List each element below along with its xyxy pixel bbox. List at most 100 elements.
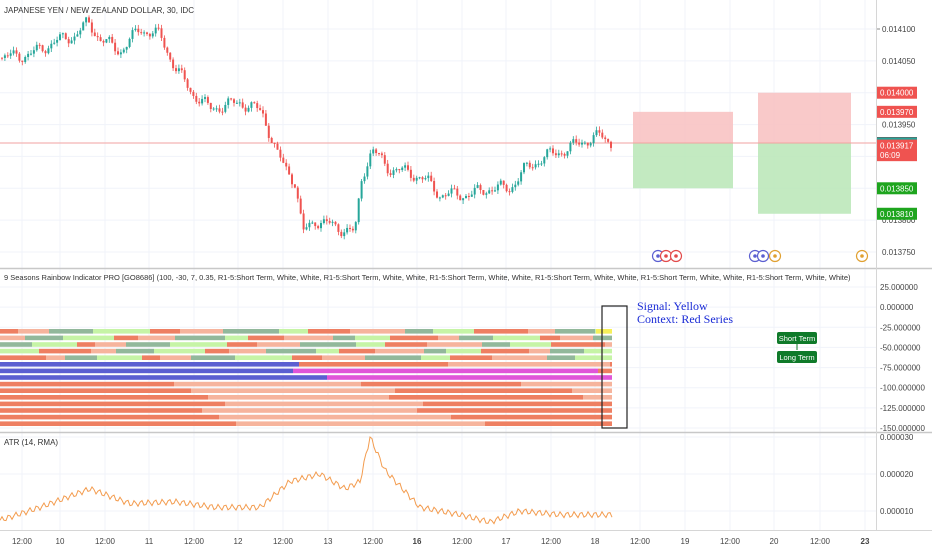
price-pane[interactable]: JAPANESE YEN / NEW ZEALAND DOLLAR, 30, I… [0,6,876,263]
candle-body [131,30,134,39]
indicator-tick-label: -150.000000 [880,424,925,433]
candle-body [70,40,73,44]
rainbow-segment [160,355,191,360]
rainbow-segment [18,329,49,334]
candle-body [479,185,482,190]
rainbow-segment [46,355,65,360]
candle-body [494,190,496,192]
time-tick-label: 20 [770,537,779,546]
candle-body [459,195,462,201]
candle-body [441,195,444,198]
candle-body [160,28,163,38]
rainbow-segment [205,348,229,354]
rainbow-segment [0,414,219,420]
candle-body [192,91,195,96]
candle-body [177,68,180,72]
rainbow-segment [550,348,584,354]
candle-body [264,113,267,126]
atr-pane[interactable]: ATR (14, RMA) [0,436,613,525]
candlestick-series [1,15,612,240]
time-tick-label: 18 [591,537,600,546]
event-dot [773,254,777,258]
indicator-tick-label: -75.000000 [880,364,921,373]
rainbow-segment [333,335,355,341]
candle-body [369,153,372,167]
candle-body [206,97,209,103]
rainbow-segment [150,329,180,334]
time-tick-label: 17 [502,537,511,546]
candle-body [250,102,253,108]
take-profit-zone [633,143,733,189]
candle-body [296,187,299,199]
rainbow-segment [575,355,612,360]
atr-tick-label: 0.000020 [880,470,914,479]
candle-body [491,190,494,192]
candle-body [76,34,79,37]
rainbow-segment [459,335,493,341]
candle-body [146,32,148,34]
candle-body [12,50,15,54]
candle-body [308,222,311,228]
candle-body [253,102,256,104]
candle-body [273,142,276,144]
rainbow-segment [0,362,163,367]
candle-body [583,142,586,144]
candle-body [35,44,38,51]
short-term-label: Short Term [779,334,816,343]
candle-body [372,149,375,154]
candle-body [154,27,157,34]
event-markers[interactable] [651,249,869,263]
signal-yellow-segment [596,329,612,334]
rainbow-segment [529,348,550,354]
rainbow-segment [421,355,450,360]
rainbow-segment [308,329,350,334]
candle-body [44,51,47,54]
rainbow-segment [528,329,555,334]
rainbow-segment [327,375,510,380]
price-pane-title: JAPANESE YEN / NEW ZEALAND DOLLAR, 30, I… [4,6,194,15]
rainbow-segment [540,335,560,341]
candle-body [227,98,230,105]
candle-body [212,108,215,110]
rainbow-segment [49,329,93,334]
candle-body [523,163,525,173]
rainbow-segment [266,348,316,354]
rainbow-indicator-pane[interactable]: Signal: Yellow Context: Red Series Short… [0,273,851,429]
candle-body [15,50,18,54]
candle-body [285,162,288,167]
candle-body [122,49,125,53]
rainbow-segment [547,355,575,360]
candle-body [218,108,221,112]
candle-body [50,43,53,49]
candle-body [302,213,305,230]
rainbow-segment [0,329,18,334]
rainbow-segment [446,348,481,354]
candle-body [351,228,354,231]
candle-body [270,137,273,143]
candle-body [282,157,285,163]
rainbow-segment [482,342,510,347]
candle-body [421,177,424,180]
signal-box [601,305,628,429]
candle-body [502,180,505,185]
time-tick-label: 12:00 [541,537,562,546]
risk-reward-positions[interactable] [633,92,851,214]
price-tick-label: 0.013950 [882,121,916,130]
candle-body [366,166,369,177]
candle-body [238,102,241,104]
candle-body [380,153,383,156]
rainbow-segment [138,335,175,341]
rainbow-segment [191,388,395,393]
price-badge [877,86,917,99]
stop-loss-zone [633,111,733,144]
time-tick-label: 16 [413,537,422,546]
candle-body [256,103,259,109]
rainbow-segment [584,348,612,354]
candle-body [96,36,99,38]
price-badge [877,207,917,220]
event-dot [656,254,660,258]
rainbow-segment [279,329,308,334]
candle-body [560,153,563,155]
indicator-tick-label: 25.000000 [880,283,918,292]
